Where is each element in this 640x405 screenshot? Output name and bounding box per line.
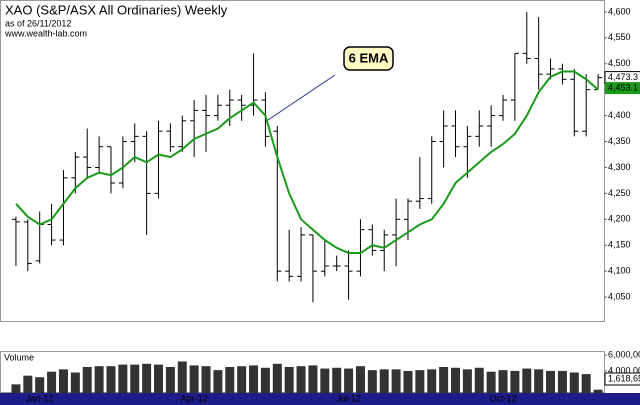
volume-bar: [546, 370, 556, 393]
volume-bar: [201, 366, 211, 393]
volume-bar: [284, 366, 294, 393]
y-tick-label: 4,100: [608, 266, 631, 276]
volume-bar: [510, 370, 520, 393]
volume-bar: [439, 366, 449, 393]
volume-bar: [82, 366, 92, 393]
x-tick-label: Oct-12: [490, 393, 517, 403]
y-tick-label: 4,500: [608, 58, 631, 68]
x-axis-band: [0, 393, 640, 405]
y-tick-label: 4,350: [608, 136, 631, 146]
volume-bar: [581, 374, 591, 393]
volume-bar: [355, 366, 365, 393]
x-tick-label: Apr-12: [181, 393, 208, 403]
volume-bar: [35, 377, 45, 393]
x-tick-label: Jan-12: [26, 393, 54, 403]
volume-bar: [272, 363, 282, 393]
volume-bar: [522, 368, 532, 393]
volume-bar: [344, 368, 354, 393]
volume-tick-label: 6,000,000: [608, 350, 640, 360]
volume-bar: [118, 364, 128, 393]
chart-title: XAO (S&P/ASX All Ordinaries) Weekly: [5, 2, 228, 17]
volume-bar: [225, 366, 235, 393]
volume-bar: [130, 364, 140, 393]
ema-line: [15, 70, 599, 255]
volume-bar: [189, 365, 199, 393]
volume-bar: [474, 367, 484, 393]
y-tick-label: 4,550: [608, 32, 631, 42]
chart-subtitle: as of 26/11/2012: [5, 18, 71, 28]
source: www.wealth-lab.com: [4, 28, 87, 38]
volume-bar: [415, 370, 425, 393]
y-tick-label: 4,600: [608, 6, 631, 16]
volume-bar: [367, 370, 377, 393]
volume-bar: [332, 367, 342, 393]
volume-tick-label: 4,000,000: [608, 365, 640, 375]
volume-bar: [296, 366, 306, 393]
volume-bar: [403, 370, 413, 393]
volume-bar: [308, 365, 318, 393]
volume-bar: [462, 369, 472, 393]
volume-bar: [70, 372, 80, 393]
y-tick-label: 4,400: [608, 110, 631, 120]
volume-bar: [94, 366, 104, 393]
volume-bar: [106, 366, 116, 393]
y-tick-label: 4,200: [608, 214, 631, 224]
volume-bar: [427, 369, 437, 393]
y-tick-label: 4,150: [608, 240, 631, 250]
x-tick-label: Jul-12: [336, 393, 361, 403]
volume-bar: [320, 368, 330, 393]
last-volume-label: 1,618,65: [608, 373, 640, 383]
volume-bar: [486, 371, 496, 393]
volume-bar: [569, 372, 579, 393]
volume-bar: [154, 364, 163, 393]
volume-bar: [534, 369, 544, 393]
y-tick-label: 4,250: [608, 188, 631, 198]
volume-bar: [11, 384, 21, 393]
last-ema-box: [605, 82, 640, 95]
volume-bar: [557, 370, 567, 393]
annotation-box: [343, 46, 394, 71]
volume-bar: [391, 369, 401, 393]
volume-bar: [213, 370, 223, 393]
volume-bar: [177, 361, 187, 393]
volume-bar: [379, 369, 389, 393]
volume-bar: [165, 366, 175, 393]
volume-bar: [47, 371, 57, 393]
volume-bar: [498, 370, 508, 393]
price-panel: [0, 0, 605, 322]
volume-bar: [142, 363, 152, 393]
volume-bar: [593, 389, 603, 393]
last-ema-label: 4,453.1: [608, 82, 638, 92]
annotation: 6 EMA: [349, 50, 389, 65]
last-volume-box: [604, 372, 640, 386]
last-close-label: 4,473.3: [608, 72, 638, 82]
volume-bar: [260, 367, 270, 393]
y-tick-label: 4,050: [608, 291, 631, 301]
volume-bar: [23, 375, 33, 393]
volume-bar: [58, 369, 68, 393]
annotation-pointer: [264, 74, 336, 123]
volume-bar: [249, 365, 259, 393]
volume-label: Volume: [4, 352, 34, 362]
volume-bar: [237, 366, 247, 393]
y-tick-label: 4,300: [608, 162, 631, 172]
volume-bar: [451, 367, 460, 393]
